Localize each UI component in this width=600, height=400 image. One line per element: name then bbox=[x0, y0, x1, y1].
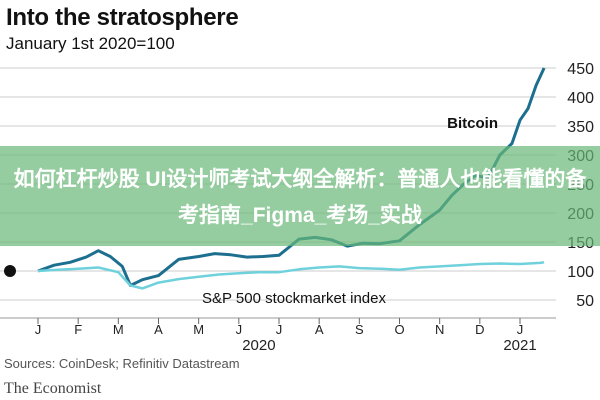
x-tick-label: J bbox=[35, 322, 42, 337]
start-marker bbox=[4, 265, 16, 277]
x-tick-label: M bbox=[113, 322, 124, 337]
y-tick-label: 100 bbox=[567, 264, 594, 281]
sp500-line bbox=[37, 261, 545, 290]
x-tick-label: J bbox=[276, 322, 283, 337]
y-tick-label: 350 bbox=[567, 119, 594, 136]
series-labels: Bitcoin S&P 500 stockmarket index bbox=[202, 115, 498, 307]
y-tick-label: 400 bbox=[567, 90, 594, 107]
overlay-banner bbox=[0, 146, 600, 246]
x-tick-label: F bbox=[74, 322, 82, 337]
x-tick-label: O bbox=[394, 322, 404, 337]
x-tick-label: A bbox=[315, 322, 324, 337]
x-tick-label: J bbox=[236, 322, 243, 337]
source-note: Sources: CoinDesk; Refinitiv Datastream bbox=[4, 356, 240, 371]
chart-subtitle: January 1st 2020=100 bbox=[6, 34, 175, 53]
y-tick-label: 50 bbox=[576, 293, 594, 310]
x-year-label: 2020 bbox=[242, 337, 275, 354]
overlay-banner-text: 如何杠杆炒股 UI设计师考试大纲全解析：普通人也能看懂的备考指南_Figma_考… bbox=[13, 168, 587, 227]
y-tick-label: 450 bbox=[567, 61, 594, 78]
x-tick-label: A bbox=[154, 322, 163, 337]
brand-logo: The Economist bbox=[4, 380, 102, 397]
x-tick-label: D bbox=[475, 322, 484, 337]
series-label-sp500: S&P 500 stockmarket index bbox=[202, 290, 386, 307]
chart-title: Into the stratosphere bbox=[6, 4, 239, 31]
x-tick-label: S bbox=[355, 322, 364, 337]
x-tick-label: J bbox=[517, 322, 524, 337]
series-label-bitcoin: Bitcoin bbox=[447, 115, 498, 132]
x-tick-label: M bbox=[193, 322, 204, 337]
x-tick-label: N bbox=[435, 322, 444, 337]
x-year-label: 2021 bbox=[503, 337, 536, 354]
